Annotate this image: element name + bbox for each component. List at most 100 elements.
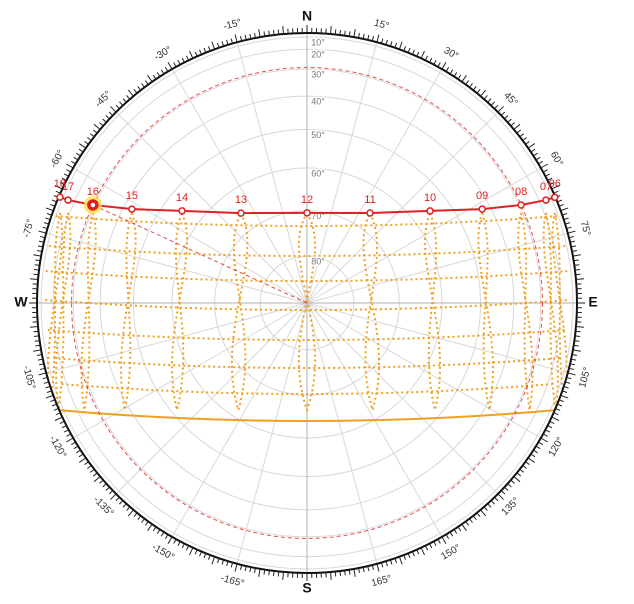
ring-tick	[371, 36, 375, 42]
ring-tick	[394, 558, 398, 564]
declination-line	[48, 245, 566, 257]
ring-tick	[102, 118, 107, 123]
ring-tick	[572, 349, 581, 352]
ring-tick	[127, 509, 134, 517]
ring-tick	[65, 437, 74, 443]
azimuth-grid	[115, 302, 308, 495]
azimuth-grid	[236, 42, 308, 304]
ring-tick	[36, 250, 43, 252]
altitude-label: 60°	[311, 168, 325, 178]
ring-tick	[268, 30, 270, 36]
ring-tick	[565, 381, 571, 384]
ring-tick	[45, 394, 54, 399]
ring-tick	[230, 562, 234, 568]
ring-tick	[449, 69, 454, 75]
ring-tick	[420, 547, 425, 556]
ring-tick	[66, 169, 72, 173]
ring-tick	[55, 190, 61, 194]
ring-tick	[89, 133, 95, 138]
ring-tick	[538, 441, 543, 446]
ring-tick	[164, 67, 169, 72]
analemma	[542, 212, 559, 411]
hour-point	[478, 205, 486, 213]
analemma	[424, 212, 442, 411]
ring-tick	[465, 521, 470, 526]
ring-tick	[330, 571, 332, 580]
ring-tick	[164, 534, 169, 539]
ring-tick	[424, 545, 429, 551]
hour-label: 09	[476, 190, 488, 202]
ring-tick	[92, 129, 98, 134]
ring-tick	[63, 429, 69, 433]
azimuth-label: 120°	[547, 435, 567, 458]
ring-tick	[367, 34, 370, 41]
analemma	[120, 212, 137, 411]
analemma	[477, 212, 494, 411]
ring-tick	[33, 335, 40, 338]
altitude-label: 50°	[311, 130, 325, 140]
analemma	[362, 212, 381, 414]
ring-tick	[30, 278, 39, 280]
azimuth-label: 165°	[370, 573, 393, 589]
ring-tick	[469, 518, 473, 523]
ring-tick	[36, 354, 43, 356]
ring-tick	[429, 57, 433, 63]
ring-tick	[549, 420, 555, 425]
ring-tick	[78, 453, 84, 458]
ring-tick	[119, 500, 124, 505]
ring-tick	[560, 394, 569, 399]
ring-tick	[277, 571, 280, 577]
ring-tick	[115, 104, 120, 110]
ring-tick	[398, 556, 403, 565]
ring-tick	[199, 551, 202, 557]
ring-tick	[181, 543, 185, 549]
ring-tick	[254, 32, 256, 39]
azimuth-grid	[306, 302, 499, 495]
ring-tick	[490, 500, 495, 505]
azimuth-grid	[236, 302, 308, 564]
ring-tick	[457, 74, 462, 80]
ring-tick	[189, 547, 194, 556]
analemma	[230, 212, 249, 414]
hour-label: 10	[424, 192, 436, 204]
ring-tick	[211, 556, 216, 565]
ring-tick	[407, 47, 411, 53]
ring-tick	[575, 326, 584, 328]
ring-tick	[211, 41, 216, 50]
azimuth-grid	[306, 302, 542, 439]
ring-tick	[519, 468, 525, 473]
ring-tick	[50, 399, 56, 403]
ring-tick	[33, 273, 39, 276]
ring-tick	[51, 403, 57, 407]
hour-point	[237, 209, 245, 217]
ring-tick	[571, 250, 578, 252]
hour-label: 13	[235, 194, 247, 206]
ring-tick	[362, 566, 365, 573]
ring-tick	[567, 372, 576, 376]
ring-tick	[263, 569, 266, 575]
ring-tick	[573, 344, 579, 347]
ring-tick	[453, 72, 458, 77]
ring-tick	[445, 534, 450, 539]
ring-tick	[152, 526, 157, 532]
ring-tick	[46, 212, 52, 216]
ring-tick	[441, 61, 447, 70]
ring-tick	[483, 95, 488, 100]
ring-tick	[385, 561, 388, 567]
ring-tick	[562, 390, 568, 394]
ring-tick	[558, 399, 564, 403]
ring-tick	[268, 570, 270, 576]
ring-tick	[571, 354, 578, 356]
sun-altitude-circle	[71, 67, 543, 539]
ring-tick	[472, 85, 477, 91]
ring-tick	[108, 490, 114, 495]
ring-tick	[416, 51, 420, 57]
ring-tick	[234, 563, 238, 572]
ring-tick	[105, 486, 110, 491]
ring-tick	[43, 222, 49, 225]
ring-tick	[547, 425, 553, 429]
azimuth-grid	[306, 167, 542, 304]
ring-tick	[371, 564, 375, 570]
ring-tick	[277, 29, 280, 35]
ring-tick	[199, 49, 202, 55]
